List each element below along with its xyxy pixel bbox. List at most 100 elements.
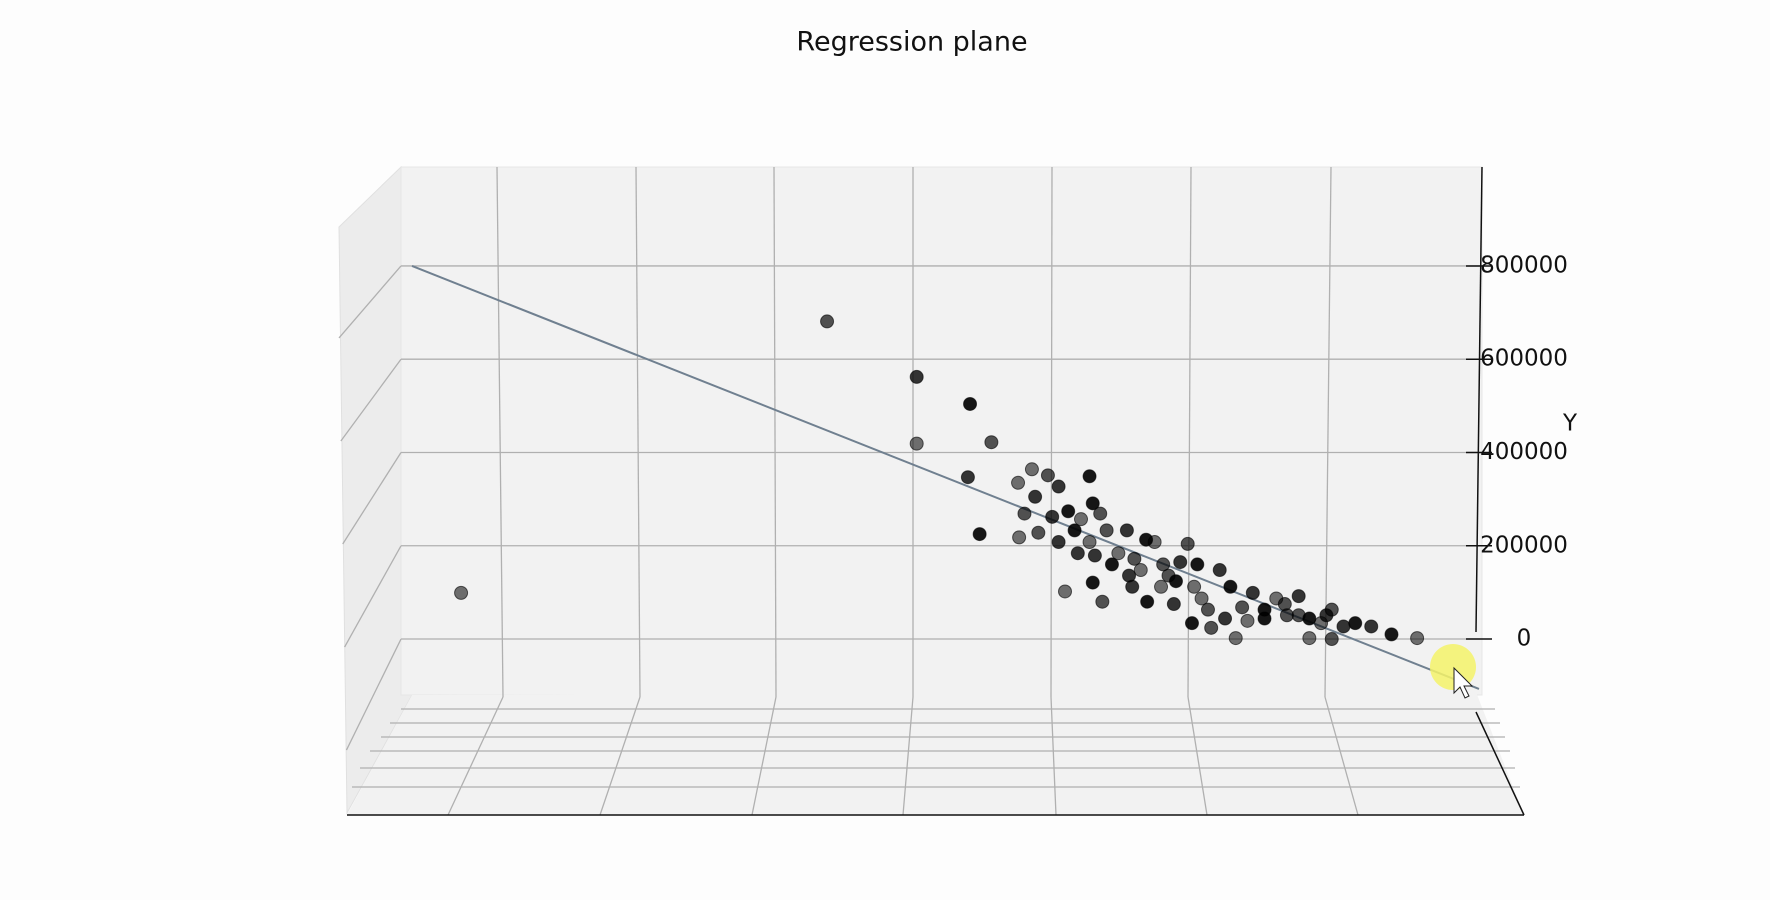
data-point <box>1070 546 1085 561</box>
data-point <box>909 369 924 384</box>
depth-axis-line <box>1475 711 1525 816</box>
data-point <box>820 314 835 329</box>
data-point <box>1040 468 1055 483</box>
grid-line <box>344 545 402 648</box>
data-point <box>909 436 924 451</box>
data-point <box>1291 589 1306 604</box>
data-point <box>1082 469 1097 484</box>
z-axis-line <box>1475 166 1483 633</box>
data-point <box>1074 512 1089 527</box>
data-point <box>1127 551 1142 566</box>
data-point <box>1240 613 1255 628</box>
floor-pane <box>347 692 1524 815</box>
data-point <box>1223 579 1238 594</box>
grid-line <box>902 696 914 816</box>
data-point <box>1085 575 1100 590</box>
data-point <box>1235 600 1250 615</box>
grid-line <box>1324 696 1359 816</box>
grid-line <box>1187 696 1208 816</box>
data-point <box>1384 627 1399 642</box>
data-point <box>1410 631 1425 646</box>
data-point <box>1017 506 1032 521</box>
data-point <box>1156 557 1171 572</box>
grid-line <box>1187 166 1192 698</box>
y-tick-label: 0 <box>1517 626 1532 652</box>
data-point <box>1051 479 1066 494</box>
data-point <box>1087 548 1102 563</box>
grid-line <box>635 166 641 698</box>
data-point <box>1133 563 1148 578</box>
data-point <box>1364 619 1379 634</box>
grid-line <box>1050 166 1053 698</box>
pane-grid <box>352 166 1520 816</box>
grid-line <box>447 696 504 816</box>
plot-area: 0 200000 400000 600000 800000 <box>338 252 1568 751</box>
chart-title: Regression plane <box>796 27 1027 58</box>
data-point <box>1104 557 1119 572</box>
data-point <box>1245 585 1260 600</box>
data-point <box>1190 557 1205 572</box>
data-point <box>1204 620 1219 635</box>
data-point <box>1028 489 1043 504</box>
y-tick-label: 800000 <box>1480 252 1568 278</box>
data-point <box>1111 546 1126 561</box>
data-point <box>960 470 975 485</box>
y-tick-label: 600000 <box>1480 346 1568 372</box>
grid-line <box>338 265 402 339</box>
data-point <box>454 585 469 600</box>
data-point <box>1011 475 1026 490</box>
data-point <box>1302 631 1317 646</box>
data-point <box>1045 509 1060 524</box>
grid-line <box>773 166 777 698</box>
data-point <box>1180 536 1195 551</box>
cursor <box>1453 666 1474 699</box>
data-point <box>1348 616 1363 631</box>
data-point <box>1082 535 1097 550</box>
data-point <box>972 527 987 542</box>
data-point <box>1194 591 1209 606</box>
data-point <box>1228 631 1243 646</box>
data-point <box>1168 574 1183 589</box>
data-point <box>1324 632 1339 647</box>
data-point <box>1125 579 1140 594</box>
data-point <box>1085 496 1100 511</box>
data-point <box>1093 506 1108 521</box>
y-tick-label: 400000 <box>1480 439 1568 465</box>
data-point <box>1257 611 1272 626</box>
grid-line <box>751 696 777 816</box>
data-point <box>1336 619 1351 634</box>
data-point <box>1319 608 1334 623</box>
data-point <box>1012 530 1027 545</box>
data-point <box>984 435 999 450</box>
grid-line <box>342 452 402 545</box>
data-point <box>1119 523 1134 538</box>
data-point <box>1061 504 1076 519</box>
data-point <box>1212 563 1227 578</box>
data-point <box>1173 555 1188 570</box>
data-point <box>1095 594 1110 609</box>
grid-line <box>1050 696 1057 816</box>
back-pane <box>400 166 1483 696</box>
data-point <box>1218 611 1233 626</box>
data-point <box>1291 608 1306 623</box>
data-point <box>963 396 978 411</box>
y-axis-label: Y <box>1562 411 1578 437</box>
y-tick-label: 200000 <box>1480 532 1568 558</box>
data-point <box>1031 525 1046 540</box>
axes <box>347 166 1525 816</box>
data-point <box>1154 579 1169 594</box>
data-point <box>1147 535 1162 550</box>
grid-line <box>340 358 402 442</box>
data-point <box>1140 594 1155 609</box>
data-point <box>1187 579 1202 594</box>
data-point <box>1024 462 1039 477</box>
data-point <box>1067 523 1082 538</box>
grid-line <box>496 166 504 698</box>
data-point <box>1051 535 1066 550</box>
grid-line <box>345 638 402 751</box>
grid-line <box>599 696 641 816</box>
data-point <box>1184 616 1199 631</box>
data-point <box>1277 597 1292 612</box>
data-point <box>1058 584 1073 599</box>
